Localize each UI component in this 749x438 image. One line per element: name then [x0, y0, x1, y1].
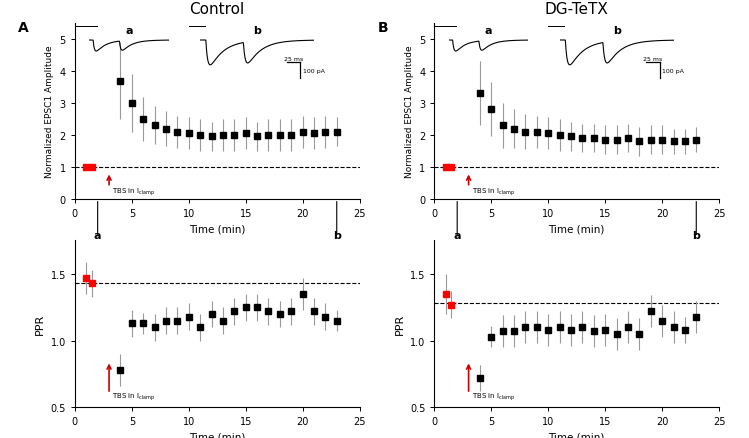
Text: B: B [377, 21, 388, 35]
Text: b: b [333, 231, 341, 241]
Y-axis label: PPR: PPR [35, 314, 45, 335]
Text: a: a [125, 26, 133, 36]
Text: a: a [485, 26, 492, 36]
Text: a: a [453, 231, 461, 241]
X-axis label: Time (min): Time (min) [189, 432, 246, 438]
Text: a: a [94, 231, 101, 241]
Text: A: A [18, 21, 28, 35]
Y-axis label: Normalized EPSC1 Amplitude: Normalized EPSC1 Amplitude [404, 46, 413, 178]
Text: TBS in I$_{\rm clamp}$: TBS in I$_{\rm clamp}$ [112, 186, 156, 198]
Text: b: b [613, 26, 620, 36]
Text: TBS in I$_{\rm clamp}$: TBS in I$_{\rm clamp}$ [472, 186, 515, 198]
Text: b: b [253, 26, 261, 36]
X-axis label: Time (min): Time (min) [548, 432, 605, 438]
Text: DG-TeTX: DG-TeTX [545, 2, 609, 17]
Text: b: b [692, 231, 700, 241]
Text: TBS in I$_{\rm clamp}$: TBS in I$_{\rm clamp}$ [112, 391, 156, 402]
Y-axis label: Normalized EPSC1 Amplitude: Normalized EPSC1 Amplitude [45, 46, 54, 178]
X-axis label: Time (min): Time (min) [189, 224, 246, 234]
X-axis label: Time (min): Time (min) [548, 224, 605, 234]
Y-axis label: PPR: PPR [395, 314, 404, 335]
Text: TBS in I$_{\rm clamp}$: TBS in I$_{\rm clamp}$ [472, 391, 515, 402]
Text: Control: Control [189, 2, 245, 17]
